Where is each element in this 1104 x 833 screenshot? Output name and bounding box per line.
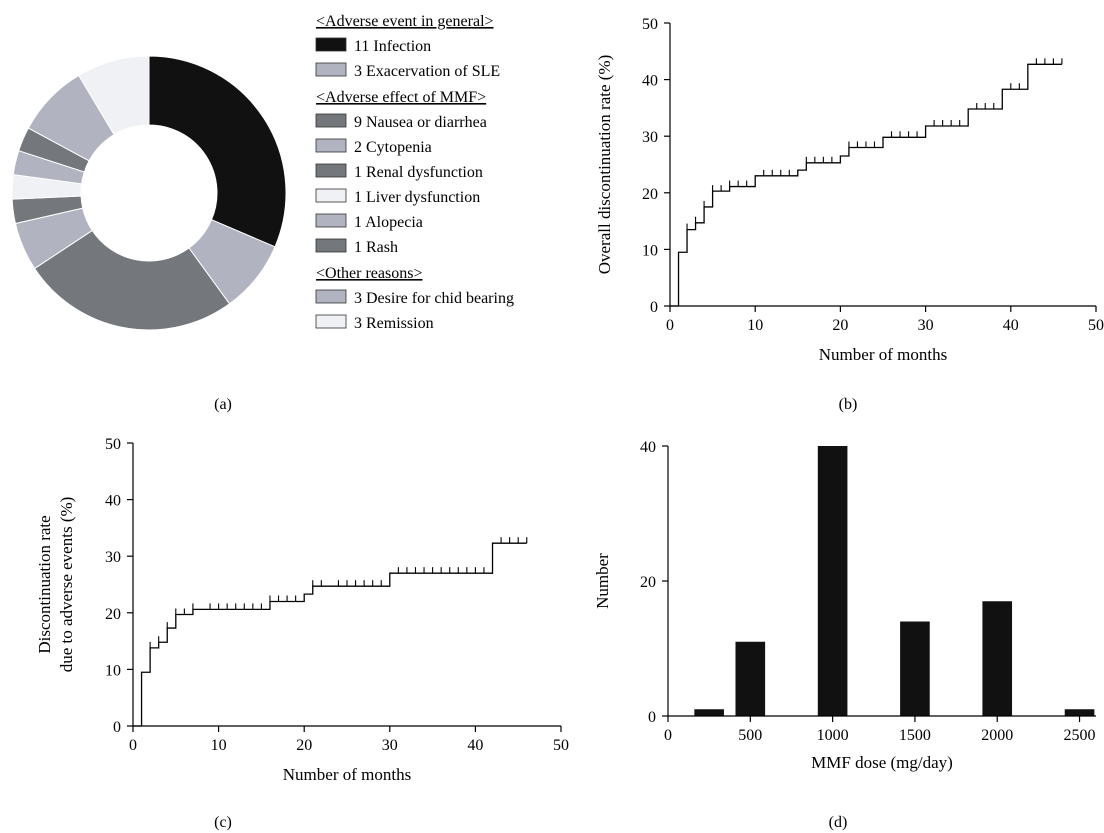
legend-swatch (315, 138, 347, 153)
donut-slice (78, 55, 150, 136)
axes-d: 0 500 1000 1500 2000 2500 0 20 40 MMF dose (mg/da… (593, 439, 1096, 772)
y-tick-label: 20 (642, 186, 658, 203)
y-tick-label: 0 (650, 299, 658, 316)
y-axis-label: due to adverse events (%) (57, 497, 76, 673)
bar (900, 621, 930, 716)
legend-label: 1 Liver dysfunction (354, 189, 480, 206)
legend-swatch (315, 163, 347, 178)
x-tick-label: 500 (738, 727, 762, 744)
bar (735, 641, 766, 716)
legend-label: 3 Exacervation of SLE (354, 63, 500, 80)
x-axis-label: MMF dose (mg/day) (811, 753, 953, 772)
legend-swatch (315, 62, 347, 77)
legend-swatch (315, 289, 347, 304)
legend-label: 1 Alopecia (354, 214, 423, 231)
legend-swatch (315, 113, 347, 128)
legend-label: 3 Remission (354, 315, 434, 332)
y-tick-label: 40 (105, 493, 121, 510)
legend-swatch (315, 213, 347, 228)
y-tick-label: 30 (105, 549, 121, 566)
legend-swatch (315, 314, 347, 329)
x-axis-label: Number of months (283, 765, 411, 784)
x-tick-label: 30 (382, 737, 398, 754)
panel-a: <Adverse event in general> 11 Infection 3 … (11, 13, 514, 413)
y-tick-label: 50 (642, 16, 658, 33)
legend-label: 11 Infection (354, 38, 431, 55)
x-tick-label: 20 (296, 737, 312, 754)
x-tick-label: 1000 (817, 727, 849, 744)
panel-c: 0 10 20 30 40 50 0 10 20 30 40 50 Number of months Di… (35, 436, 569, 831)
donut-slice (33, 229, 231, 331)
y-tick-label: 30 (642, 129, 658, 146)
legend-swatch (315, 238, 347, 253)
bar (817, 446, 848, 716)
x-tick-label: 50 (553, 737, 569, 754)
y-tick-label: 40 (640, 439, 656, 456)
panel-d: 0 500 1000 1500 2000 2500 0 20 40 MMF dose (mg/da… (593, 439, 1096, 831)
km-step-line (133, 542, 527, 727)
legend: <Adverse event in general> 11 Infection 3 … (315, 13, 514, 332)
y-tick-label: 40 (642, 73, 658, 90)
x-tick-label: 0 (129, 737, 137, 754)
panel-label-c: (c) (214, 814, 232, 831)
y-tick-label: 0 (648, 709, 656, 726)
x-tick-label: 0 (664, 727, 672, 744)
x-tick-label: 2000 (981, 727, 1013, 744)
x-tick-label: 50 (1088, 317, 1104, 334)
legend-swatch (315, 188, 347, 203)
legend-label: 9 Nausea or diarrhea (354, 114, 487, 131)
y-axis-label: Discontinuation rate (35, 515, 54, 653)
y-tick-label: 20 (105, 606, 121, 623)
y-tick-label: 20 (640, 574, 656, 591)
x-tick-label: 2500 (1064, 727, 1096, 744)
y-axis-label: Overall discontinuation rate (%) (595, 55, 614, 275)
x-tick-label: 10 (211, 737, 227, 754)
legend-label: 3 Desire for chid bearing (354, 290, 514, 307)
panel-label-d: (d) (829, 814, 848, 831)
y-tick-label: 0 (113, 719, 121, 736)
panel-label-b: (b) (839, 396, 858, 413)
axes-c: 0 10 20 30 40 50 0 10 20 30 40 50 Number of months Di… (35, 436, 569, 784)
x-tick-label: 40 (467, 737, 483, 754)
x-axis-label: Number of months (819, 345, 947, 364)
y-tick-label: 10 (105, 662, 121, 679)
legend-heading: <Adverse effect of MMF> (316, 89, 486, 106)
axes-b: 0 10 20 30 40 50 0 10 20 30 40 50 Number of months Ov… (595, 16, 1104, 364)
legend-heading: <Other reasons> (316, 265, 422, 282)
x-tick-label: 1500 (899, 727, 931, 744)
legend-label: 2 Cytopenia (354, 139, 432, 156)
legend-swatch (315, 37, 347, 52)
km-step-line (670, 63, 1062, 307)
legend-label: 1 Renal dysfunction (354, 164, 483, 181)
x-tick-label: 0 (666, 317, 674, 334)
bar (694, 709, 724, 716)
y-tick-label: 10 (642, 242, 658, 259)
donut-slice (148, 55, 287, 248)
bar (1064, 709, 1095, 716)
bar (982, 601, 1013, 716)
panel-label-a: (a) (214, 396, 232, 413)
x-tick-label: 30 (918, 317, 934, 334)
legend-label: 1 Rash (354, 239, 398, 256)
x-tick-label: 40 (1003, 317, 1019, 334)
x-tick-label: 20 (832, 317, 848, 334)
legend-heading: <Adverse event in general> (316, 13, 494, 30)
y-axis-label: Number (593, 553, 612, 609)
panel-b: 0 10 20 30 40 50 0 10 20 30 40 50 Number of months Ov… (595, 16, 1104, 413)
x-tick-label: 10 (747, 317, 763, 334)
donut-chart (11, 55, 287, 331)
y-tick-label: 50 (105, 436, 121, 453)
